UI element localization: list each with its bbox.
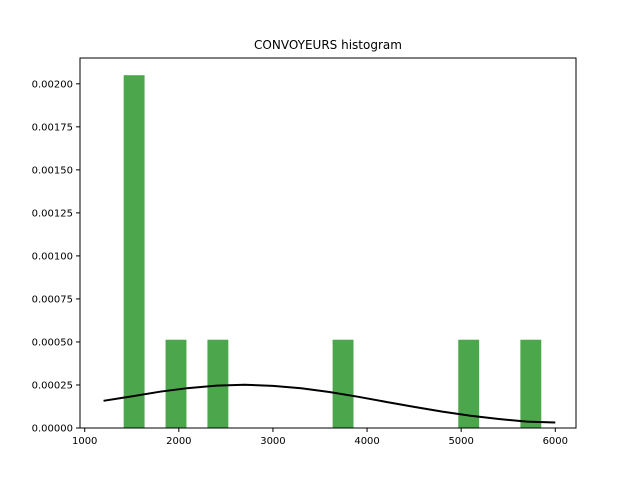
curve-layer xyxy=(103,383,556,424)
x-tick-label: 3000 xyxy=(260,436,285,447)
y-tick-label: 0.00150 xyxy=(32,165,73,176)
x-tick-label: 2000 xyxy=(166,436,191,447)
histogram-bar xyxy=(165,339,187,428)
y-tick-label: 0.00025 xyxy=(32,380,73,391)
x-axis: 1000 2000 3000 4000 5000 6000 xyxy=(72,428,568,447)
histogram-bar xyxy=(520,339,542,428)
y-tick-label: 0.00075 xyxy=(32,294,73,305)
x-tick-label: 6000 xyxy=(543,436,568,447)
y-tick-label: 0.00000 xyxy=(32,424,73,435)
x-tick-label: 4000 xyxy=(354,436,379,447)
histogram-bar xyxy=(332,339,354,428)
density-curve xyxy=(103,383,556,424)
x-tick-label: 1000 xyxy=(72,436,97,447)
y-tick-label: 0.00100 xyxy=(32,251,73,262)
bars-layer xyxy=(123,75,542,429)
y-tick-label: 0.00125 xyxy=(32,208,73,219)
x-tick-label: 5000 xyxy=(448,436,473,447)
y-tick-label: 0.00200 xyxy=(32,79,73,90)
y-axis: 0.00000 0.00025 0.00050 0.00075 0.00100 0.001… xyxy=(32,79,80,435)
histogram-bar xyxy=(458,339,480,428)
y-tick-label: 0.00175 xyxy=(32,122,73,133)
y-tick-label: 0.00050 xyxy=(32,337,73,348)
plot-frame xyxy=(79,57,577,429)
chart-title: CONVOYEURS histogram xyxy=(254,38,402,52)
histogram-bar xyxy=(207,339,229,428)
histogram-bar xyxy=(123,75,145,429)
